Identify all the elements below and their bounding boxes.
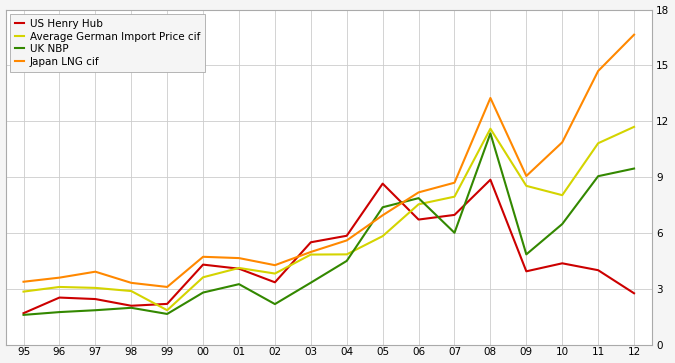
Japan LNG cif [20, 280, 28, 284]
Japan LNG cif [594, 69, 602, 73]
US Henry Hub [487, 178, 495, 182]
UK NBP [199, 290, 207, 295]
Japan LNG cif [379, 213, 387, 217]
UK NBP [450, 231, 458, 235]
UK NBP [163, 312, 171, 316]
Average German Import Price cif [414, 202, 423, 207]
Average German Import Price cif [163, 308, 171, 313]
UK NBP [343, 259, 351, 263]
US Henry Hub [306, 240, 315, 244]
Japan LNG cif [487, 96, 495, 100]
US Henry Hub [414, 217, 423, 222]
UK NBP [235, 282, 243, 286]
Average German Import Price cif [379, 234, 387, 238]
Average German Import Price cif [558, 193, 566, 197]
Line: US Henry Hub: US Henry Hub [24, 180, 634, 313]
Average German Import Price cif [594, 141, 602, 146]
UK NBP [127, 306, 135, 310]
Average German Import Price cif [91, 286, 99, 290]
Japan LNG cif [414, 190, 423, 195]
US Henry Hub [271, 280, 279, 285]
Average German Import Price cif [306, 252, 315, 257]
Line: Japan LNG cif: Japan LNG cif [24, 35, 634, 287]
Average German Import Price cif [235, 266, 243, 270]
Japan LNG cif [55, 276, 63, 280]
UK NBP [630, 166, 638, 171]
Japan LNG cif [630, 33, 638, 37]
Average German Import Price cif [199, 275, 207, 280]
Line: UK NBP: UK NBP [24, 133, 634, 315]
UK NBP [522, 252, 531, 257]
UK NBP [271, 302, 279, 306]
Average German Import Price cif [522, 184, 531, 188]
Average German Import Price cif [55, 285, 63, 289]
Japan LNG cif [306, 250, 315, 254]
Japan LNG cif [558, 140, 566, 144]
UK NBP [20, 313, 28, 317]
Japan LNG cif [199, 254, 207, 259]
Average German Import Price cif [450, 195, 458, 199]
US Henry Hub [558, 261, 566, 265]
Japan LNG cif [343, 238, 351, 242]
Average German Import Price cif [127, 289, 135, 293]
Average German Import Price cif [271, 272, 279, 276]
Japan LNG cif [91, 269, 99, 274]
Japan LNG cif [522, 174, 531, 178]
Average German Import Price cif [487, 127, 495, 131]
Japan LNG cif [271, 263, 279, 267]
US Henry Hub [522, 269, 531, 273]
UK NBP [594, 174, 602, 178]
US Henry Hub [450, 213, 458, 217]
US Henry Hub [235, 266, 243, 271]
US Henry Hub [127, 303, 135, 308]
Line: Average German Import Price cif: Average German Import Price cif [24, 127, 634, 310]
UK NBP [487, 131, 495, 135]
US Henry Hub [199, 262, 207, 267]
US Henry Hub [55, 295, 63, 300]
US Henry Hub [630, 291, 638, 295]
Average German Import Price cif [343, 252, 351, 257]
US Henry Hub [91, 297, 99, 301]
UK NBP [558, 222, 566, 226]
Japan LNG cif [450, 180, 458, 185]
US Henry Hub [594, 268, 602, 272]
Japan LNG cif [127, 281, 135, 285]
UK NBP [306, 281, 315, 285]
UK NBP [414, 196, 423, 200]
US Henry Hub [343, 233, 351, 238]
Japan LNG cif [163, 285, 171, 289]
US Henry Hub [20, 311, 28, 315]
UK NBP [379, 205, 387, 209]
Legend: US Henry Hub, Average German Import Price cif, UK NBP, Japan LNG cif: US Henry Hub, Average German Import Pric… [9, 14, 205, 72]
Average German Import Price cif [630, 125, 638, 129]
Japan LNG cif [235, 256, 243, 260]
US Henry Hub [379, 182, 387, 186]
Average German Import Price cif [20, 289, 28, 294]
US Henry Hub [163, 302, 171, 306]
UK NBP [91, 308, 99, 313]
UK NBP [55, 310, 63, 314]
